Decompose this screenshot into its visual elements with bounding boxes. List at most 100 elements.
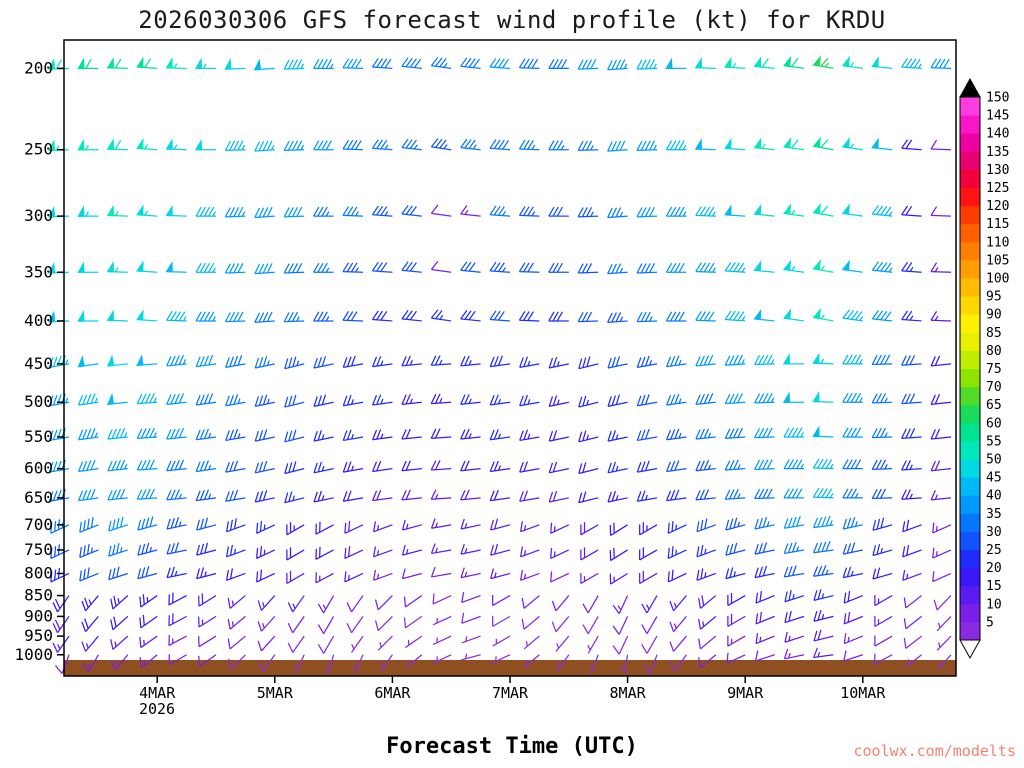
- wind-barb: [371, 57, 393, 70]
- wind-barb: [227, 654, 246, 670]
- wind-barb: [139, 614, 158, 629]
- colorbar-segment: [960, 133, 980, 152]
- wind-barb: [842, 566, 863, 579]
- wind-barb: [577, 263, 599, 274]
- wind-barb: [842, 542, 863, 555]
- x-tick-label: 9MAR: [727, 684, 764, 702]
- wind-barb: [932, 571, 952, 583]
- wind-barb: [108, 566, 128, 581]
- wind-barb: [78, 393, 99, 406]
- wind-barb: [755, 590, 775, 604]
- wind-barb: [695, 393, 716, 405]
- wind-barb: [607, 394, 628, 408]
- wind-barb: [872, 543, 893, 557]
- wind-barb: [612, 635, 629, 655]
- wind-barb: [523, 654, 540, 669]
- wind-barb: [430, 309, 452, 322]
- colorbar-segment: [960, 278, 980, 297]
- colorbar-label: 20: [986, 561, 1002, 576]
- wind-barb: [518, 206, 540, 217]
- wind-barb: [556, 654, 570, 672]
- wind-barb: [430, 566, 452, 578]
- wind-barb: [812, 136, 834, 151]
- wind-barb: [313, 140, 334, 151]
- wind-barb: [872, 517, 893, 531]
- wind-barb: [315, 572, 334, 584]
- wind-barb: [106, 138, 128, 151]
- wind-barb: [254, 206, 275, 219]
- wind-barb: [165, 204, 187, 217]
- wind-barb: [669, 654, 687, 672]
- wind-barb: [254, 490, 275, 503]
- wind-barb: [257, 635, 276, 652]
- colorbar-segment: [960, 151, 980, 170]
- wind-barb: [254, 460, 275, 474]
- wind-barb: [695, 428, 716, 440]
- wind-barb: [551, 615, 570, 633]
- y-tick-label: 650: [24, 488, 53, 507]
- wind-barb: [50, 567, 70, 583]
- wind-barb: [782, 353, 804, 365]
- wind-barb: [577, 140, 599, 152]
- wind-barb: [609, 522, 628, 536]
- colorbar-label: 40: [986, 489, 1002, 504]
- wind-barb: [667, 520, 687, 534]
- wind-barb: [78, 459, 99, 473]
- colorbar-label: 150: [986, 91, 1009, 106]
- wind-barb: [783, 55, 805, 70]
- wind-barb: [727, 613, 746, 627]
- wind-barb: [548, 395, 569, 408]
- wind-barb: [548, 461, 569, 474]
- wind-barb: [518, 58, 540, 70]
- wind-barb: [430, 393, 452, 405]
- y-tick-label: 850: [24, 586, 53, 605]
- wind-barb: [754, 392, 775, 404]
- wind-barb: [195, 428, 217, 441]
- colorbar-segment: [960, 259, 980, 279]
- wind-barb: [225, 518, 246, 533]
- wind-barb: [588, 654, 599, 674]
- wind-barb: [548, 490, 569, 503]
- wind-barb: [695, 311, 716, 322]
- wind-barb: [607, 263, 628, 275]
- wind-barb: [460, 567, 481, 579]
- wind-barb: [139, 654, 158, 669]
- y-tick-label: 250: [24, 140, 53, 159]
- wind-barb: [550, 571, 570, 583]
- wind-barb: [344, 546, 364, 559]
- wind-barb: [460, 261, 481, 273]
- wind-barb: [636, 355, 658, 368]
- wind-barb: [166, 566, 187, 579]
- wind-barb: [555, 635, 570, 652]
- wind-barb: [755, 633, 775, 645]
- wind-barb: [932, 547, 952, 559]
- x-tick-label: 4MAR: [139, 684, 176, 702]
- wind-barb: [168, 634, 187, 647]
- wind-barb: [342, 206, 364, 217]
- wind-barb: [377, 635, 393, 651]
- wind-barb: [286, 547, 305, 561]
- colorbar-label: 135: [986, 145, 1009, 160]
- wind-barb: [342, 262, 364, 273]
- wind-barb: [607, 356, 628, 369]
- wind-barb: [548, 58, 569, 70]
- colorbar-label: 130: [986, 163, 1009, 178]
- wind-barb: [783, 203, 805, 217]
- wind-barb: [460, 138, 481, 151]
- wind-barb: [287, 595, 305, 613]
- wind-barb: [198, 593, 217, 607]
- wind-barb: [489, 139, 511, 151]
- wind-barb: [461, 653, 481, 661]
- wind-barb: [724, 488, 746, 500]
- wind-barb: [106, 354, 128, 367]
- wind-barb: [430, 489, 452, 500]
- wind-barb: [136, 137, 158, 151]
- wind-barb: [812, 352, 834, 365]
- wind-barb: [195, 262, 216, 273]
- chart-title: 2026030306 GFS forecast wind profile (kt…: [138, 6, 886, 34]
- wind-barb: [136, 459, 158, 471]
- colorbar-segment: [960, 422, 980, 442]
- wind-barb: [871, 354, 893, 366]
- wind-barb: [110, 595, 129, 610]
- wind-barb: [195, 393, 217, 406]
